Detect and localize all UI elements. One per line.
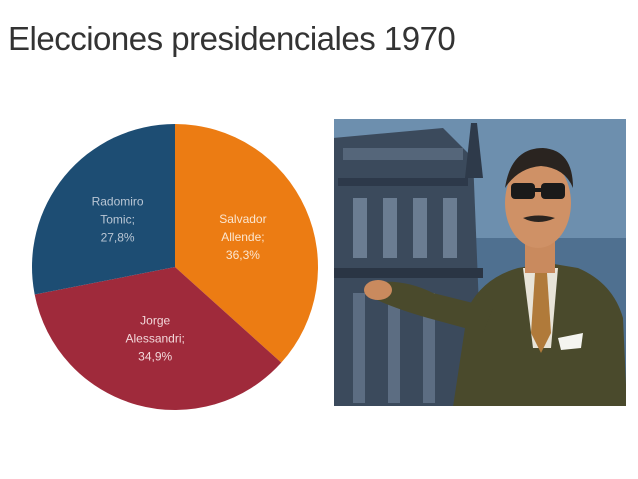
pie-slice-label-2: Radomiro Tomic; 27,8% <box>92 195 144 245</box>
slide-title: Elecciones presidenciales 1970 <box>8 20 456 57</box>
pie-slice-0 <box>175 124 318 363</box>
pie-slice-label-1: Jorge Alessandri; 34,9% <box>125 314 184 364</box>
portrait-photo <box>333 118 627 407</box>
pie-slice-1 <box>34 267 282 410</box>
pie-slice-label-0: Salvador Allende; 36,3% <box>219 212 266 262</box>
pie-slice-2 <box>32 124 176 295</box>
